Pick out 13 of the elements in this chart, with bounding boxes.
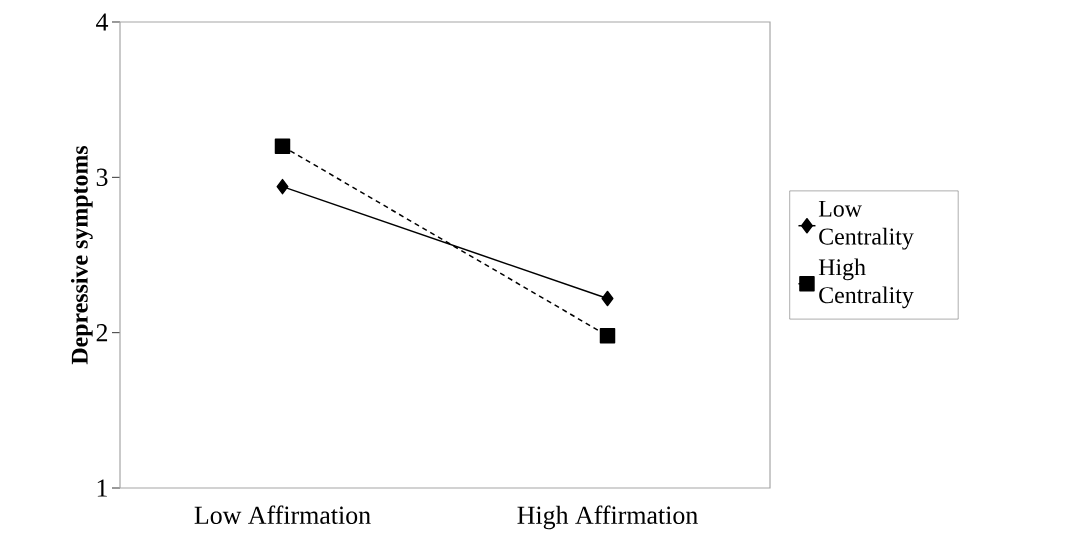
legend-label: Low Centrality <box>818 200 914 250</box>
y-axis-title: Depressive symptoms <box>70 145 93 365</box>
y-tick-label: 1 <box>97 479 107 497</box>
y-tick-label: 3 <box>96 168 108 187</box>
x-tick-label: High Affirmation <box>517 505 698 530</box>
y-tick-label: 2 <box>96 324 108 342</box>
point <box>274 138 291 155</box>
legend-label: High Centrality <box>818 258 914 309</box>
y-tick-label: 4 <box>96 13 109 31</box>
point <box>601 290 614 307</box>
x-tick-label: Low Affirmation <box>194 505 371 525</box>
point <box>276 178 289 195</box>
point <box>599 328 616 344</box>
